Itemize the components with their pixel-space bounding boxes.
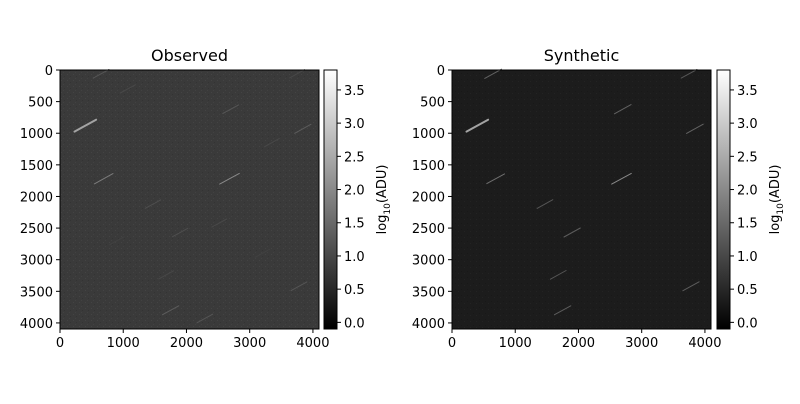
colorbar-label: log10(ADU): [375, 165, 393, 235]
colorbar-tick-label: 1.0: [344, 250, 365, 265]
colorbar: [323, 69, 338, 330]
streak-15: [263, 138, 280, 148]
colorbar-tick-label: 2.5: [737, 150, 758, 165]
streak-10: [680, 69, 698, 79]
streak-3: [119, 84, 136, 94]
y-tick-label: 3000: [20, 254, 53, 269]
streak-2: [486, 173, 505, 185]
streak-9: [290, 281, 308, 292]
y-tick-label: 1500: [412, 159, 445, 174]
y-ticks: 0 500 1000 1500 2000 2500 3000 3500 4000: [412, 64, 452, 332]
colorbar-tick-label: 0.5: [737, 283, 758, 298]
y-tick-label: 500: [28, 96, 53, 111]
x-tick-label: 4000: [296, 336, 329, 351]
streak-8: [294, 123, 312, 134]
y-tick-label: 1500: [20, 159, 53, 174]
streak-2: [93, 173, 114, 185]
streak-9: [549, 270, 567, 280]
y-tick-label: 3500: [412, 285, 445, 300]
colorbar: [716, 69, 731, 330]
streak-6: [554, 305, 572, 316]
colorbar-tick-label: 2.0: [737, 184, 758, 199]
y-tick-label: 1000: [20, 127, 53, 142]
x-tick-label: 0: [56, 336, 64, 351]
streak-0: [73, 118, 98, 133]
x-tick-label: 4000: [688, 336, 721, 351]
streak-4: [219, 172, 240, 185]
image-area: [452, 70, 711, 329]
streak-1: [92, 69, 110, 79]
panel-observed: Observed 0 1000 2000 3000 4000 0 500 1000 1500 2…: [20, 46, 393, 351]
streak-1: [484, 68, 502, 79]
y-tick-label: 0: [437, 64, 445, 79]
colorbar-tick-label: 3.5: [737, 84, 758, 99]
streak-12: [172, 227, 189, 238]
streak-layer: [465, 68, 704, 316]
colorbar-tick-label: 0.0: [344, 316, 365, 331]
streak-16: [109, 236, 125, 246]
streak-5: [686, 123, 704, 134]
y-tick-label: 2500: [412, 222, 445, 237]
y-tick-label: 1000: [412, 127, 445, 142]
streak-17: [254, 248, 270, 258]
x-tick-label: 1000: [499, 336, 532, 351]
y-tick-label: 3000: [412, 254, 445, 269]
colorbar-tick-label: 1.0: [737, 250, 758, 265]
streak-4: [613, 104, 632, 115]
streak-layer: [73, 69, 312, 324]
image-area: [60, 70, 319, 329]
colorbar-tick-label: 3.5: [344, 84, 365, 99]
colorbar-ticks: 0.0 0.5 1.0 1.5 2.0 2.5 3.0 3.5: [337, 84, 365, 331]
y-ticks: 0 500 1000 1500 2000 2500 3000 3500 4000: [20, 64, 60, 332]
y-tick-label: 4000: [412, 317, 445, 332]
panel-synthetic: Synthetic 0 1000 2000 3000 4000 0 500 1000 1500…: [412, 46, 786, 351]
y-tick-label: 2000: [20, 190, 53, 205]
streak-6: [144, 199, 162, 209]
image-frame: [59, 69, 320, 330]
colorbar-tick-label: 0.0: [737, 316, 758, 331]
y-tick-label: 0: [45, 64, 53, 79]
panel-title: Observed: [151, 46, 228, 65]
streak-14: [289, 69, 305, 79]
streak-7: [162, 305, 180, 316]
colorbar-tick-label: 0.5: [344, 283, 365, 298]
colorbar-tick-label: 3.0: [737, 117, 758, 132]
colorbar-tick-label: 1.5: [344, 217, 365, 232]
colorbar-tick-label: 2.0: [344, 184, 365, 199]
streak-10: [196, 313, 214, 324]
streak-5: [222, 104, 240, 114]
x-tick-label: 0: [448, 336, 456, 351]
y-tick-label: 4000: [20, 317, 53, 332]
colorbar-label: log10(ADU): [768, 165, 786, 235]
y-tick-label: 2500: [20, 222, 53, 237]
colorbar-tick-label: 3.0: [344, 117, 365, 132]
panel-title: Synthetic: [544, 46, 620, 65]
y-tick-label: 3500: [20, 285, 53, 300]
streak-8: [563, 227, 581, 238]
streak-11: [536, 199, 554, 209]
colorbar-tick-label: 2.5: [344, 150, 365, 165]
x-ticks: 0 1000 2000 3000 4000: [448, 329, 721, 351]
x-tick-label: 3000: [233, 336, 266, 351]
streak-13: [211, 218, 228, 228]
streak-3: [611, 172, 632, 185]
image-frame: [451, 69, 712, 330]
colorbar-tick-label: 1.5: [737, 217, 758, 232]
streak-11: [158, 270, 175, 280]
x-tick-label: 2000: [170, 336, 203, 351]
x-tick-label: 1000: [107, 336, 140, 351]
x-tick-label: 2000: [562, 336, 595, 351]
streak-0: [465, 118, 490, 133]
y-tick-label: 500: [420, 96, 445, 111]
x-tick-label: 3000: [625, 336, 658, 351]
x-ticks: 0 1000 2000 3000 4000: [56, 329, 329, 351]
y-tick-label: 2000: [412, 190, 445, 205]
streak-7: [682, 281, 700, 292]
colorbar-ticks: 0.0 0.5 1.0 1.5 2.0 2.5 3.0 3.5: [730, 84, 758, 331]
